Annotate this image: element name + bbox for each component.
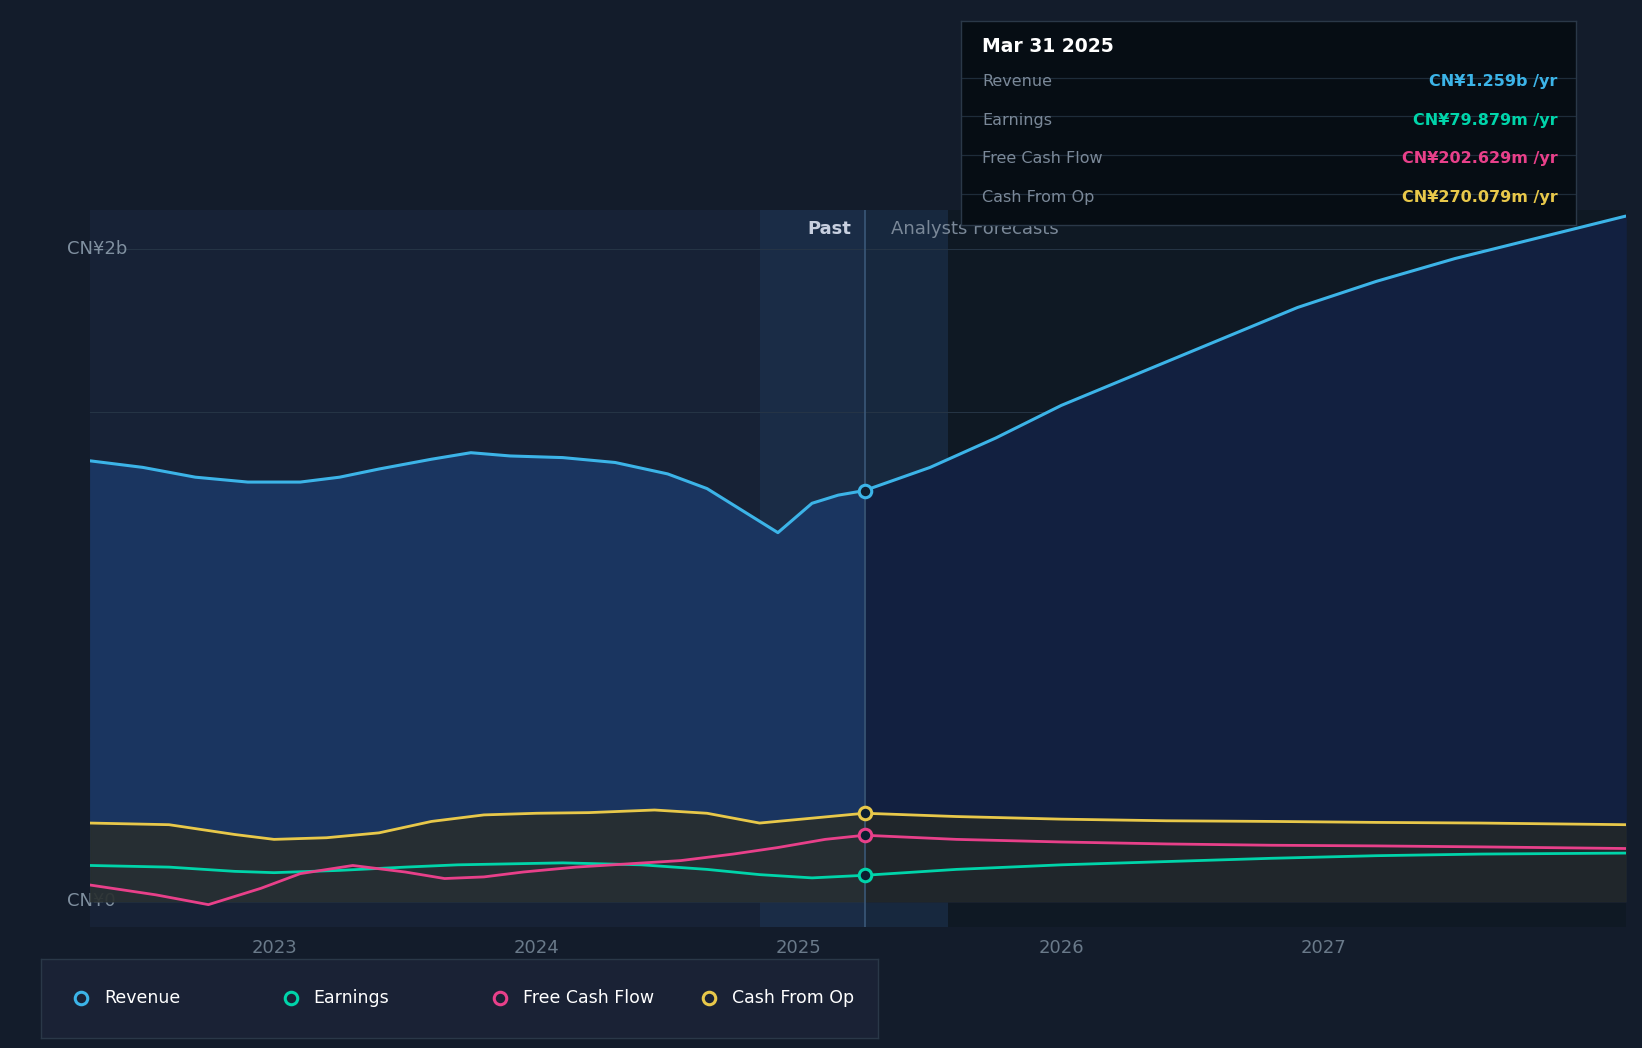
Text: Free Cash Flow: Free Cash Flow — [982, 151, 1103, 167]
Text: CN¥202.629m /yr: CN¥202.629m /yr — [1402, 151, 1558, 167]
Text: Cash From Op: Cash From Op — [982, 191, 1095, 205]
Text: CN¥79.879m /yr: CN¥79.879m /yr — [1414, 112, 1558, 128]
Text: Cash From Op: Cash From Op — [732, 989, 854, 1007]
Text: CN¥1.259b /yr: CN¥1.259b /yr — [1430, 73, 1558, 89]
Text: Analysts Forecasts: Analysts Forecasts — [890, 220, 1059, 238]
Text: Past: Past — [808, 220, 852, 238]
Text: CN¥2b: CN¥2b — [67, 240, 126, 258]
Bar — [760, 210, 949, 927]
Text: CN¥0: CN¥0 — [67, 893, 115, 911]
Text: Revenue: Revenue — [103, 989, 181, 1007]
Text: Earnings: Earnings — [314, 989, 389, 1007]
Text: Mar 31 2025: Mar 31 2025 — [982, 38, 1113, 57]
Bar — [864, 210, 1626, 927]
Text: Earnings: Earnings — [982, 112, 1053, 128]
Text: CN¥270.079m /yr: CN¥270.079m /yr — [1402, 191, 1558, 205]
Text: Revenue: Revenue — [982, 73, 1053, 89]
Text: Free Cash Flow: Free Cash Flow — [522, 989, 654, 1007]
